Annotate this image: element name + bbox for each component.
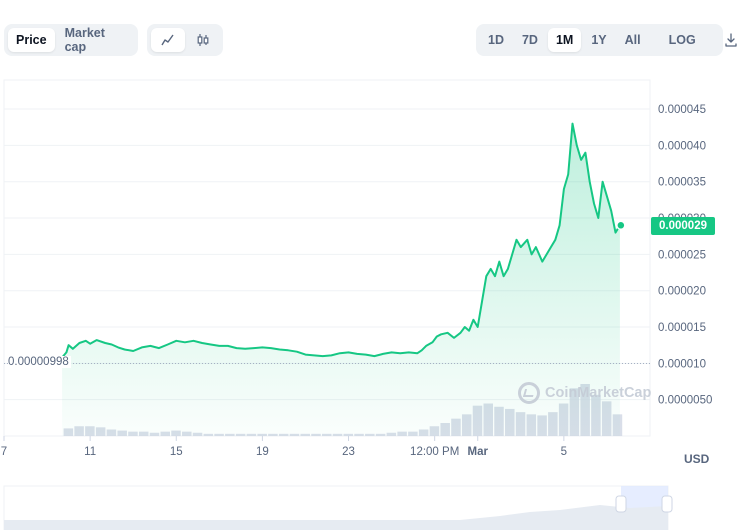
x-tick-label: 11 [84,446,96,458]
y-tick-label: 0.000040 [658,140,706,152]
time-range-toggle: 1D 7D 1M 1Y All LOG [476,24,737,56]
x-tick-label: 15 [170,446,183,458]
metric-toggle: Price Market cap [4,24,138,56]
y-tick-label: 0.000045 [658,104,706,116]
x-tick-label: 19 [256,446,269,458]
log-scale-toggle[interactable]: LOG [668,33,696,47]
current-price-badge: 0.000029 [651,217,715,235]
price-area [62,123,620,436]
watermark-text: CoinMarketCap [545,385,652,401]
price-line [61,122,621,359]
navigator-area [4,505,668,530]
navigator-handle-right[interactable] [661,495,673,513]
line-chart-icon [161,34,174,46]
range-1m[interactable]: 1M [547,28,582,52]
y-tick-label: 0.000035 [658,177,706,189]
chart-type-toggle [147,24,223,56]
y-tick-label: 0.000020 [658,286,706,298]
y-tick-label: 0.000025 [658,249,706,261]
y-tick-label: 0.000010 [658,358,706,370]
x-tick-label: 12:00 PM [410,446,459,458]
x-tick-label: 7 [1,446,7,458]
line-chart-button[interactable] [151,28,185,52]
range-1d[interactable]: 1D [488,33,504,47]
range-all[interactable]: All [624,33,641,47]
navigator-handle-left[interactable] [615,495,627,513]
start-price-label: 0.00000998 [8,356,71,368]
x-tick-label: 5 [561,446,567,458]
y-tick-label: 0.000015 [658,322,706,334]
coinmarketcap-logo-icon [518,382,540,404]
market-cap-tab[interactable]: Market cap [64,26,105,54]
x-tick-label: Mar [468,446,489,458]
price-tab[interactable]: Price [8,28,55,52]
y-tick-label: 0.0000050 [658,395,712,407]
candlestick-button[interactable] [187,28,219,52]
range-1y[interactable]: 1Y [591,33,607,47]
candlestick-icon [197,34,209,46]
download-button[interactable] [716,28,746,52]
download-icon [725,33,737,47]
range-7d[interactable]: 7D [521,33,538,47]
x-tick-label: 23 [342,446,355,458]
current-price-dot [616,220,626,231]
currency-label: USD [684,452,710,466]
range-navigator[interactable] [3,485,673,530]
coinmarketcap-watermark: CoinMarketCap [518,382,651,404]
